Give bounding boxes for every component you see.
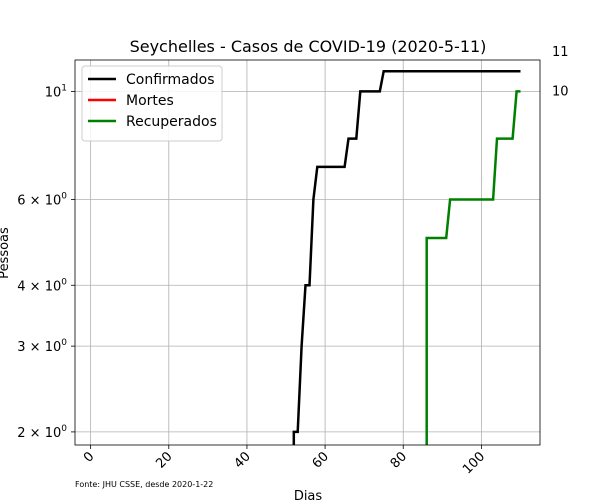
y-tick-label: 2 × 100 — [17, 424, 67, 441]
end-value-labels: 11 10 — [552, 45, 569, 99]
legend-label: Recuperados — [126, 114, 217, 130]
x-tick-label: 60 — [310, 449, 332, 471]
x-tick-label: 20 — [153, 449, 175, 471]
x-axis-ticks: 0 20 40 60 80 100 — [81, 445, 488, 477]
x-tick-label: 0 — [81, 449, 97, 465]
series-line-recuperados — [425, 90, 521, 445]
end-value-label: 10 — [552, 84, 569, 99]
y-tick-label: 4 × 100 — [17, 277, 67, 294]
series-lines — [292, 69, 521, 445]
y-axis-label: Pessoas — [0, 227, 12, 279]
y-tick-label: 6 × 100 — [17, 191, 67, 208]
y-tick-label: 3 × 100 — [17, 338, 67, 355]
plot-frame — [74, 59, 541, 446]
chart-title: Seychelles - Casos de COVID-19 (2020-5-1… — [130, 37, 487, 56]
y-tick-label: 101 — [45, 83, 67, 100]
legend-label: Mortes — [126, 93, 174, 109]
source-note: Fonte: JHU CSSE, desde 2020-1-22 — [75, 480, 213, 489]
legend-box — [81, 65, 223, 142]
x-tick-label: 80 — [388, 449, 410, 471]
series-line-confirmados — [292, 69, 521, 445]
legend-label: Confirmados — [126, 72, 215, 88]
y-axis-ticks: 2 × 100 3 × 100 4 × 100 6 × 100 101 — [17, 83, 75, 441]
x-tick-label: 40 — [231, 449, 253, 471]
end-value-label: 11 — [552, 45, 569, 60]
x-tick-label: 100 — [460, 449, 488, 477]
x-axis-label: Dias — [294, 489, 323, 500]
legend: Confirmados Mortes Recuperados — [81, 65, 223, 142]
